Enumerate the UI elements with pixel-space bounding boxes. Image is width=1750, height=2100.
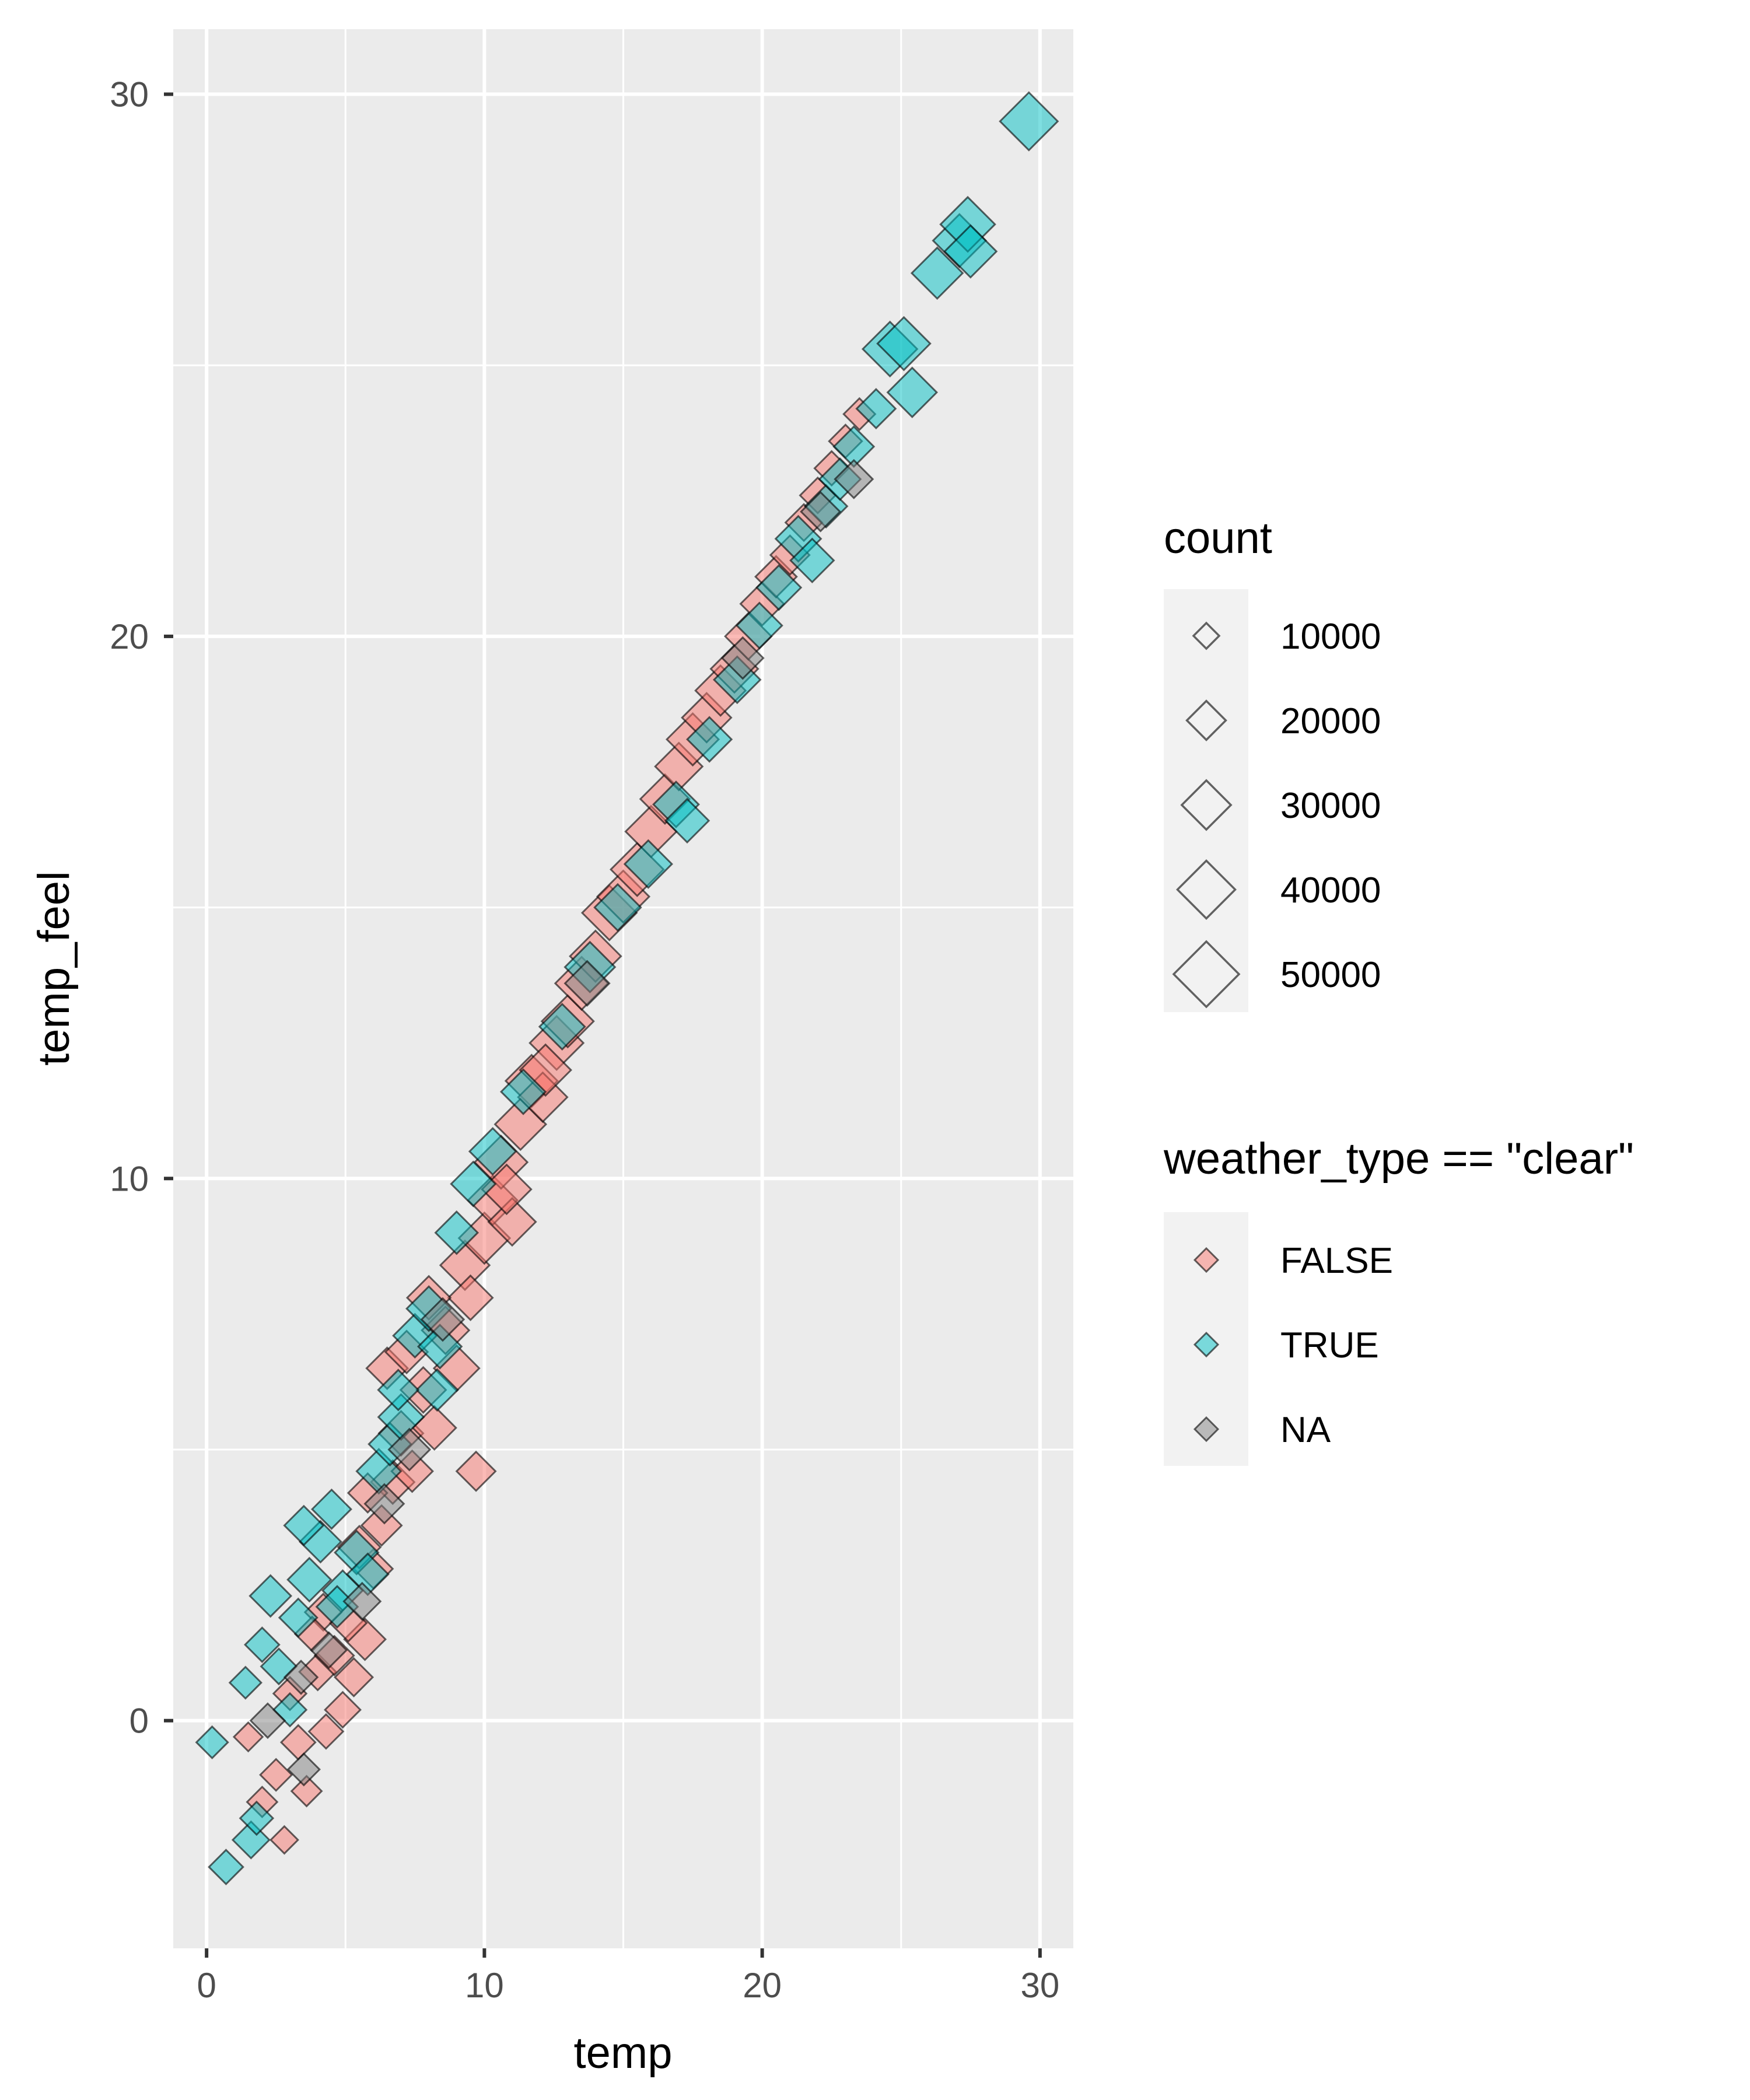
- size-legend-label: 20000: [1280, 701, 1381, 741]
- data-point: [310, 1631, 348, 1670]
- data-point: [334, 1657, 374, 1698]
- data-point: [886, 366, 939, 418]
- color-legend-key: [1193, 1331, 1220, 1358]
- data-point: [800, 491, 842, 533]
- data-point: [415, 1368, 459, 1412]
- y-tick-label: 30: [110, 75, 149, 114]
- data-point: [260, 1647, 298, 1686]
- data-point: [834, 459, 874, 499]
- data-point: [249, 1702, 286, 1740]
- series-na: [249, 459, 874, 1787]
- color-legend-key: [1193, 1247, 1220, 1273]
- data-point: [855, 388, 897, 430]
- size-legend-key: [1176, 859, 1237, 920]
- data-point: [664, 797, 710, 844]
- data-point: [789, 537, 835, 584]
- data-point: [712, 655, 762, 705]
- data-point: [593, 883, 642, 932]
- data-point: [564, 960, 611, 1007]
- x-tick-label: 30: [1020, 1966, 1059, 2005]
- data-point: [324, 1690, 362, 1729]
- data-point: [249, 1574, 293, 1618]
- data-point: [910, 246, 964, 300]
- data-point: [286, 1752, 321, 1787]
- size-legend: count 10000 20000 30000 40000 50000: [1164, 513, 1381, 1012]
- data-point: [519, 1043, 572, 1097]
- y-axis-title: temp_feel: [29, 871, 79, 1066]
- size-legend-label: 50000: [1280, 955, 1381, 995]
- data-point: [360, 1504, 403, 1547]
- color-legend: weather_type == "clear" FALSE TRUE NA: [1163, 1134, 1634, 1466]
- data-point: [363, 1483, 405, 1525]
- size-legend-key: [1180, 779, 1233, 831]
- data-point: [278, 1597, 318, 1638]
- data-point: [270, 1825, 299, 1855]
- y-tick-label: 0: [130, 1702, 149, 1741]
- data-point: [310, 1488, 352, 1530]
- data-point: [290, 1774, 323, 1808]
- size-legend-label: 10000: [1280, 617, 1381, 657]
- y-tick-label: 10: [110, 1159, 149, 1198]
- x-tick-label: 10: [465, 1966, 504, 2005]
- data-point: [243, 1626, 281, 1663]
- data-point: [447, 1274, 494, 1321]
- color-legend-label: TRUE: [1280, 1325, 1379, 1366]
- data-point: [720, 636, 765, 680]
- x-tick-label: 20: [743, 1966, 782, 2005]
- grid-major: [173, 29, 1073, 1948]
- data-point: [487, 1196, 537, 1247]
- data-point: [450, 1160, 497, 1208]
- data-point: [943, 224, 998, 279]
- size-legend-key-background: [1164, 589, 1248, 1012]
- data-point: [342, 1581, 382, 1621]
- data-point: [686, 716, 733, 763]
- data-point: [232, 1721, 264, 1753]
- data-point: [286, 1556, 332, 1603]
- data-point: [387, 1427, 432, 1472]
- data-point: [876, 316, 932, 372]
- data-point: [434, 1210, 480, 1255]
- size-legend-key: [1192, 621, 1221, 650]
- axes: 0 10 20 30 0 10 20 30: [110, 75, 1059, 2005]
- color-legend-label: FALSE: [1280, 1241, 1393, 1281]
- data-point: [208, 1849, 244, 1886]
- color-legend-key: [1193, 1416, 1220, 1443]
- data-point: [195, 1725, 229, 1760]
- x-tick-label: 0: [197, 1966, 216, 2005]
- size-legend-title: count: [1164, 513, 1272, 563]
- size-legend-key: [1185, 699, 1227, 741]
- color-legend-title: weather_type == "clear": [1163, 1134, 1634, 1184]
- data-point: [999, 91, 1059, 152]
- data-point: [499, 1068, 547, 1115]
- size-legend-key: [1172, 940, 1241, 1009]
- data-point: [259, 1758, 293, 1792]
- data-point: [416, 1324, 463, 1370]
- data-point: [272, 1692, 308, 1728]
- data-point: [623, 839, 674, 889]
- data-point: [377, 1368, 420, 1412]
- data-point: [307, 1713, 345, 1750]
- color-legend-label: NA: [1280, 1410, 1331, 1450]
- data-points: [195, 91, 1059, 1886]
- size-legend-label: 30000: [1280, 786, 1381, 826]
- data-point: [455, 1450, 497, 1492]
- data-point: [538, 1003, 586, 1051]
- data-point: [283, 1660, 319, 1695]
- data-point: [468, 1126, 517, 1176]
- data-point: [755, 564, 803, 611]
- x-axis-title: temp: [574, 2028, 673, 2078]
- data-point: [735, 601, 783, 650]
- data-point: [228, 1665, 262, 1700]
- data-point: [390, 1449, 434, 1493]
- data-point: [283, 1504, 325, 1546]
- data-point: [420, 1297, 466, 1342]
- y-tick-label: 20: [110, 617, 149, 656]
- size-legend-label: 40000: [1280, 870, 1381, 911]
- data-point: [239, 1800, 275, 1836]
